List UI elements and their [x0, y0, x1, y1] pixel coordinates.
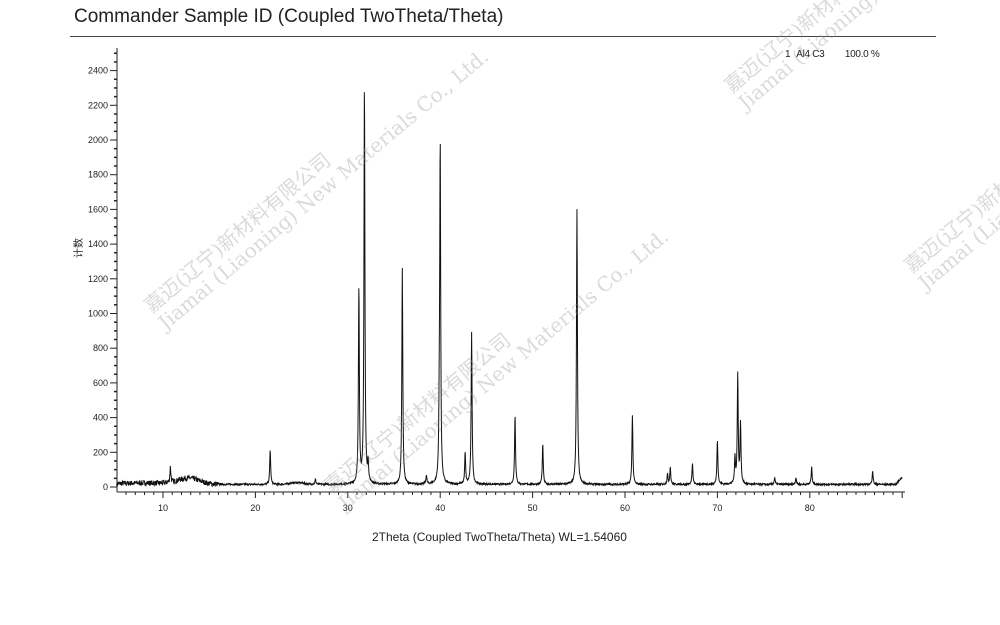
title-divider	[70, 36, 936, 37]
x-axis-label: 2Theta (Coupled TwoTheta/Theta) WL=1.540…	[372, 530, 627, 544]
legend-phase-name: Al4 C3	[796, 49, 825, 60]
legend: 1 Al4 C3 100.0 %	[785, 49, 884, 60]
y-tick-label: 1400	[88, 239, 108, 249]
y-tick-label: 200	[93, 447, 108, 457]
x-tick-label: 40	[435, 503, 445, 513]
x-tick-label: 30	[343, 503, 353, 513]
x-tick-label: 20	[250, 503, 260, 513]
y-tick-label: 0	[103, 482, 108, 492]
y-tick-label: 800	[93, 343, 108, 353]
y-tick-label: 1000	[88, 309, 108, 319]
y-tick-label: 2000	[88, 135, 108, 145]
y-tick-label: 2200	[88, 100, 108, 110]
legend-percent: 100.0 %	[844, 49, 880, 60]
x-tick-label: 10	[158, 503, 168, 513]
y-tick-label: 1800	[88, 170, 108, 180]
x-tick-label: 80	[805, 503, 815, 513]
y-tick-label: 2400	[88, 66, 108, 76]
x-tick-label: 60	[620, 503, 630, 513]
y-tick-label: 1600	[88, 204, 108, 214]
y-tick-label: 400	[93, 413, 108, 423]
y-tick-label: 600	[93, 378, 108, 388]
x-tick-label: 50	[528, 503, 538, 513]
diffraction-pattern-line	[116, 92, 903, 488]
y-tick-label: 1200	[88, 274, 108, 284]
legend-index: 1	[785, 49, 791, 60]
chart-title: Commander Sample ID (Coupled TwoTheta/Th…	[74, 6, 504, 27]
x-tick-label: 70	[712, 503, 722, 513]
